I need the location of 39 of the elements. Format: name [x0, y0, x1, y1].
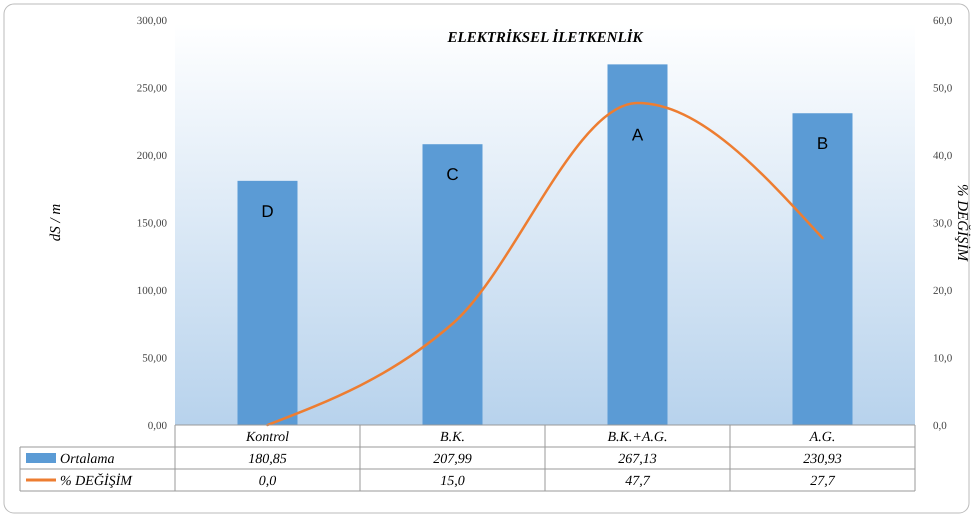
legend-label: % DEĞİŞİM: [60, 472, 134, 489]
y-tick-label: 250,00: [136, 82, 168, 94]
y-axis-title: dS / m: [48, 204, 64, 242]
bar: [422, 144, 482, 425]
annotation: C: [446, 165, 459, 184]
data-label: 180,85: [248, 452, 287, 467]
y-tick-label: 50,00: [142, 352, 168, 364]
x-tick-label: B.K.: [440, 430, 465, 445]
y2-tick-label: 20,0: [933, 284, 953, 297]
y2-tick-label: 50,0: [933, 82, 953, 94]
x-tick-label: A.G.: [808, 430, 836, 445]
y2-tick-label: 40,0: [933, 150, 953, 162]
y-tick-label: 0,00: [148, 420, 168, 432]
y2-axis-title: % DEĞİŞİM: [954, 184, 971, 263]
annotation: D: [261, 202, 274, 221]
data-label: 207,99: [433, 452, 472, 467]
data-label: 15,0: [440, 474, 465, 489]
legend-label: Ortalama: [60, 452, 114, 467]
y-tick-label: 150,00: [136, 217, 168, 230]
y2-tick-label: 30,0: [933, 217, 953, 230]
annotation: A: [632, 125, 644, 144]
text: ELEKTRİKSEL İLETKENLİK: [446, 28, 644, 46]
bar: [608, 64, 668, 425]
y-tick-label: 200,00: [136, 150, 168, 162]
x-tick-label: Kontrol: [244, 430, 290, 445]
bar: [238, 180, 298, 425]
y-tick-label: 300,00: [136, 14, 168, 27]
data-label: 230,93: [803, 452, 842, 467]
data-label: 27,7: [810, 474, 836, 489]
data-label: 0,0: [258, 474, 276, 489]
x-tick-label: B.K.+A.G.: [608, 430, 668, 445]
y2-tick-label: 10,0: [933, 352, 953, 364]
annotation: B: [816, 134, 828, 154]
y2-tick-label: 60,0: [933, 14, 953, 27]
y2-tick-label: 0,0: [933, 420, 948, 432]
data-label: 267,13: [618, 452, 657, 467]
data-label: 47,7: [625, 474, 651, 489]
bar: [792, 113, 852, 425]
y-tick-label: 100,00: [136, 284, 168, 297]
